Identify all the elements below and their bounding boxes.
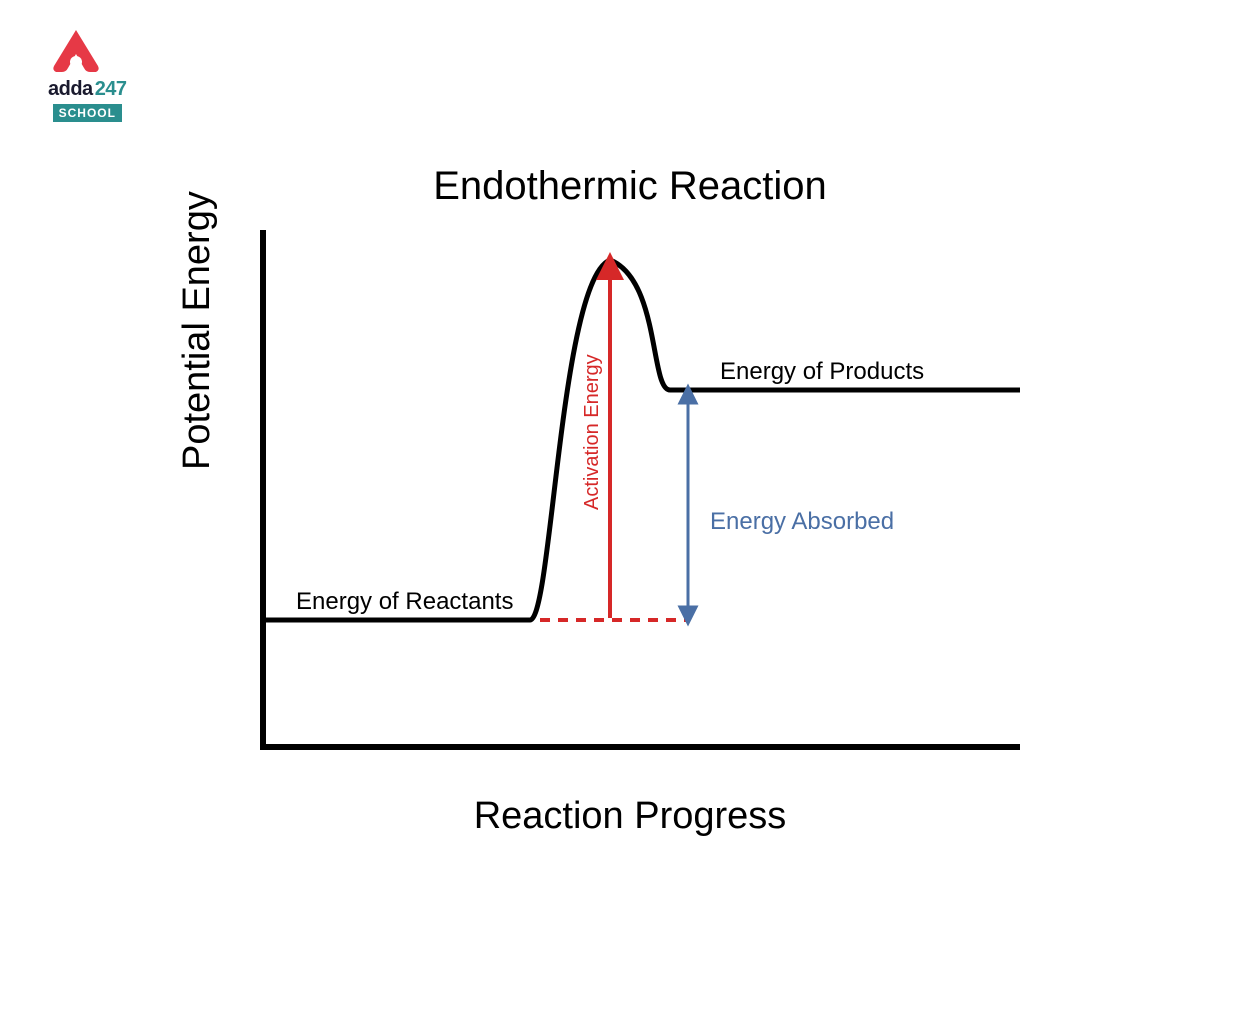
logo-school-badge: SCHOOL [53, 104, 122, 122]
logo-wordmark: adda 247 [48, 78, 127, 101]
energy-diagram: Endothermic Reaction Potential Energy Ac… [200, 170, 1060, 830]
chart-title: Endothermic Reaction [433, 164, 827, 209]
chart-plot: Activation Energy [260, 230, 1020, 750]
logo-text-adda: adda [48, 78, 93, 101]
y-axis-label: Potential Energy [176, 191, 219, 470]
x-axis-label: Reaction Progress [474, 795, 787, 838]
logo-text-247: 247 [95, 78, 127, 101]
reactants-label: Energy of Reactants [296, 588, 513, 616]
brand-logo: adda 247 SCHOOL [48, 28, 127, 122]
logo-mark-icon [48, 28, 127, 76]
energy-absorbed-label: Energy Absorbed [710, 508, 894, 536]
energy-curve [266, 260, 1020, 620]
activation-energy-label: Activation Energy [581, 354, 603, 510]
products-label: Energy of Products [720, 358, 924, 386]
